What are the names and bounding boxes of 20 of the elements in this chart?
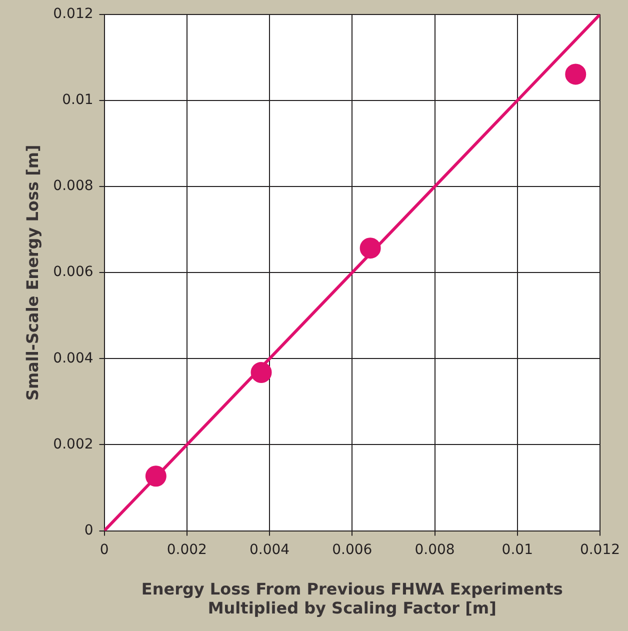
y-tick-label: 0.01: [62, 92, 94, 108]
x-tick-label: 0.006: [332, 542, 372, 558]
point: [360, 238, 381, 259]
x-tick-label: 0.004: [249, 542, 290, 558]
point: [565, 64, 586, 85]
y-tick-label: 0.002: [53, 436, 94, 452]
point: [145, 466, 166, 487]
y-tick-label: 0: [84, 522, 94, 538]
x-axis-title: Energy Loss From Previous FHWA Experiments Multiplied by Scaling Factor [m]: [141, 579, 563, 618]
x-tick-label: 0.01: [502, 542, 533, 558]
y-tick-label: 0.012: [53, 6, 94, 22]
y-tick-label: 0.006: [53, 264, 94, 280]
x-tick-label: 0.012: [580, 542, 620, 558]
y-axis-title: Small-Scale Energy Loss [m]: [22, 144, 42, 401]
x-tick-label: 0.008: [414, 542, 455, 558]
x-tick-label: 0: [100, 542, 109, 558]
x-tick-label: 0.002: [166, 542, 207, 558]
y-tick-label: 0.008: [53, 178, 94, 194]
point: [250, 362, 272, 383]
y-tick-label: 0.004: [53, 350, 94, 366]
